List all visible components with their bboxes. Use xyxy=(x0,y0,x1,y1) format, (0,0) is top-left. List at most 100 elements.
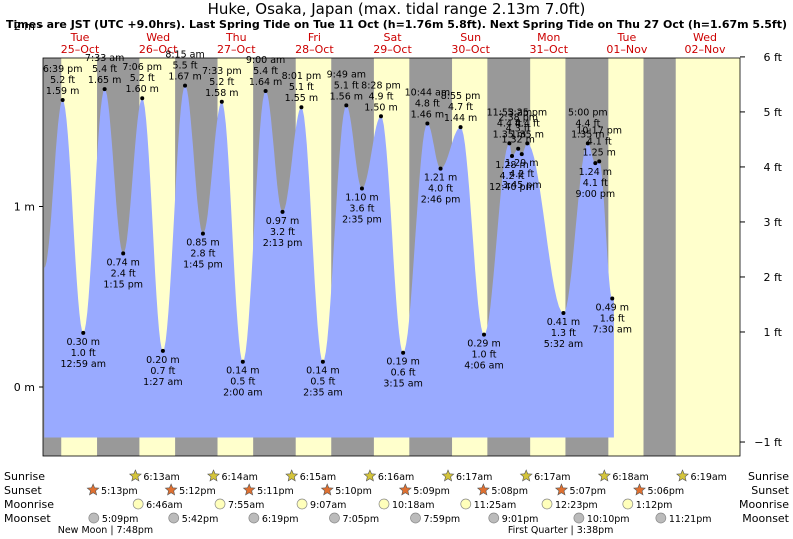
tide-height-ft-label: 5.2 ft xyxy=(50,75,75,86)
moonrise-icon xyxy=(214,498,226,510)
night-band xyxy=(643,58,676,456)
tide-marker xyxy=(359,186,364,191)
sunrise-time: 6:17am xyxy=(456,472,492,483)
sunset-icon xyxy=(242,483,256,496)
moonset-time: 5:42pm xyxy=(182,514,219,525)
chart-subtitle: Times are JST (UTC +9.0hrs). Last Spring… xyxy=(6,18,787,31)
row-label-left: Moonrise xyxy=(4,498,54,511)
tide-height-m-label: 1.67 m xyxy=(168,72,201,83)
sunrise-time: 6:18am xyxy=(612,472,648,483)
tide-marker xyxy=(458,125,463,130)
tide-marker xyxy=(160,348,165,353)
moonset-icon xyxy=(329,512,340,524)
moonset-icon xyxy=(488,512,500,524)
sunrise-time: 6:17am xyxy=(534,472,570,483)
tide-time-label: 8:15 am xyxy=(165,50,204,61)
y-tick-label-ft: 2 ft xyxy=(764,271,783,284)
tide-marker xyxy=(482,332,487,337)
tide-area xyxy=(44,85,614,438)
tide-height-ft-label: 0.7 ft xyxy=(150,366,175,377)
tide-height-m-label: 1.46 m xyxy=(411,109,444,120)
tide-height-m-label: 0.14 m xyxy=(226,366,259,377)
tide-marker xyxy=(299,105,304,110)
tide-height-ft-label: 4.1 ft xyxy=(583,178,608,189)
tide-height-m-label: 0.97 m xyxy=(266,216,299,227)
tide-marker xyxy=(240,359,245,364)
chart-title: Huke, Osaka, Japan (max. tidal range 2.1… xyxy=(207,0,586,18)
moonrise-time: 11:25am xyxy=(474,500,516,511)
tide-height-ft-label: 4.2 ft xyxy=(499,171,524,182)
moonset-icon xyxy=(88,512,100,524)
tide-marker xyxy=(219,99,224,104)
tide-marker xyxy=(280,209,285,214)
moonrise-time: 10:18am xyxy=(392,500,434,511)
moonset-time: 9:01pm xyxy=(502,514,539,525)
y-tick-label-m: 0 m xyxy=(14,381,35,394)
day-name-label: Tue xyxy=(70,31,90,44)
tide-height-ft-label: 0.5 ft xyxy=(230,377,255,388)
tide-marker xyxy=(140,96,145,101)
tide-time-label: 9:00 pm xyxy=(576,189,616,200)
tide-height-ft-label: 1.0 ft xyxy=(471,350,496,361)
sunrise-time: 6:16am xyxy=(378,472,414,483)
tide-marker xyxy=(401,350,406,355)
tide-height-m-label: 0.19 m xyxy=(386,357,419,368)
tide-marker xyxy=(378,114,383,119)
y-tick-label-ft: 4 ft xyxy=(764,161,783,174)
day-name-label: Tue xyxy=(617,31,637,44)
tide-height-m-label: 1.50 m xyxy=(364,102,397,113)
tide-height-m-label: 1.35 m xyxy=(571,129,604,140)
tide-time-label: 7:30 am xyxy=(593,325,632,336)
sunset-time: 5:12pm xyxy=(179,486,216,497)
y-tick-label-ft: −1 ft xyxy=(754,436,782,449)
tide-height-ft-label: 2.8 ft xyxy=(190,249,215,260)
tide-height-ft-label: 4.4 ft xyxy=(515,118,540,129)
y-tick-label-ft: 6 ft xyxy=(764,51,783,64)
day-date-label: 28–Oct xyxy=(295,43,334,56)
day-date-label: 30–Oct xyxy=(451,43,490,56)
sunset-time: 5:13pm xyxy=(101,486,138,497)
tide-height-ft-label: 4.0 ft xyxy=(428,184,453,195)
sunset-time: 5:10pm xyxy=(335,486,372,497)
tide-time-label: 10:17 pm xyxy=(576,125,622,136)
tide-time-label: 5:00 pm xyxy=(568,107,608,118)
tide-time-label: 5:32 am xyxy=(544,339,583,350)
tide-time-label: 12:59 am xyxy=(61,359,106,370)
tide-time-label: 7:33 am xyxy=(85,53,124,64)
moon-phase-label: New Moon | 7:48pm xyxy=(58,525,153,536)
tide-height-m-label: 0.14 m xyxy=(306,366,339,377)
moonrise-icon xyxy=(541,498,553,510)
y-tick-label-ft: 1 ft xyxy=(764,326,783,339)
day-name-label: Mon xyxy=(537,31,560,44)
day-date-label: 02–Nov xyxy=(685,43,726,56)
day-date-label: 29–Oct xyxy=(373,43,412,56)
y-tick-label-ft: 5 ft xyxy=(764,106,783,119)
tide-height-m-label: 1.25 m xyxy=(583,147,616,158)
tide-height-m-label: 1.58 m xyxy=(205,88,238,99)
tide-time-label: 3:45 pm xyxy=(502,180,542,191)
sunrise-time: 6:13am xyxy=(143,472,179,483)
tide-time-label: 8:01 pm xyxy=(282,71,322,82)
sunset-icon xyxy=(86,483,100,496)
day-name-label: Sat xyxy=(384,31,403,44)
moonset-icon xyxy=(248,512,260,524)
day-name-label: Wed xyxy=(693,31,717,44)
tide-time-label: 6:39 pm xyxy=(43,64,83,75)
tide-height-m-label: 1.21 m xyxy=(424,173,457,184)
day-name-label: Sun xyxy=(460,31,481,44)
tide-marker xyxy=(507,141,512,146)
tide-marker xyxy=(516,146,521,151)
tide-height-m-label: 1.44 m xyxy=(444,113,477,124)
tide-curve xyxy=(44,85,614,438)
tide-marker xyxy=(593,161,598,166)
tide-height-m-label: 0.49 m xyxy=(596,303,629,314)
tide-marker xyxy=(585,141,590,146)
tide-time-label: 1:27 am xyxy=(143,377,182,388)
sunrise-icon xyxy=(285,469,299,482)
tide-height-ft-label: 1.6 ft xyxy=(600,314,625,325)
row-label-left: Sunrise xyxy=(4,470,45,483)
tide-height-m-label: 0.85 m xyxy=(186,238,219,249)
tide-time-label: 2:00 am xyxy=(223,388,262,399)
tide-height-m-label: 1.24 m xyxy=(579,167,612,178)
